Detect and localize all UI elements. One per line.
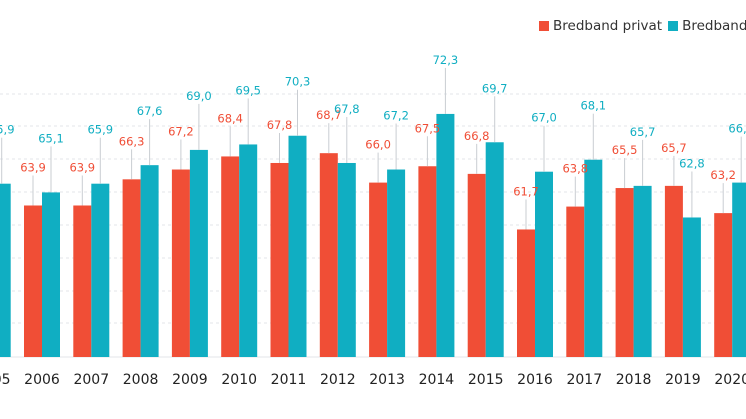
x-tick-2020: 2020 — [714, 372, 746, 388]
bar-broadband-2008 — [140, 165, 159, 357]
x-tick-2018: 2018 — [616, 372, 652, 388]
legend: Bredband privat Bredband — [539, 18, 746, 34]
value-label-broadband-2020: 66,0 — [728, 122, 746, 136]
value-label-broadband-2018: 65,7 — [630, 125, 656, 139]
value-label-broadband-2010: 69,5 — [235, 83, 261, 97]
bar-private-2009 — [171, 169, 190, 357]
bar-private-2010 — [221, 156, 240, 357]
value-label-private-2007: 63,9 — [69, 160, 95, 174]
bar-broadband-2012 — [337, 162, 356, 357]
bar-broadband-2017 — [584, 159, 603, 357]
legend-label-private: Bredband privat — [553, 18, 663, 34]
bars — [0, 113, 746, 358]
bar-broadband-2016 — [535, 171, 553, 357]
value-label-broadband-2006: 65,1 — [38, 131, 64, 145]
value-label-broadband-2009: 69,0 — [186, 89, 212, 103]
bar-broadband-2020 — [732, 182, 746, 357]
x-tick-2005: 2005 — [0, 372, 11, 388]
bar-broadband-2019 — [682, 217, 701, 357]
x-tick-2012: 2012 — [320, 372, 356, 388]
legend-swatch-private — [539, 21, 549, 31]
value-label-broadband-2015: 69,7 — [482, 81, 508, 95]
bar-private-2014 — [418, 166, 437, 357]
x-tick-2009: 2009 — [172, 372, 208, 388]
legend-item-broadband: Bredband — [668, 18, 746, 34]
value-label-private-2009: 67,2 — [168, 125, 194, 139]
x-tick-2007: 2007 — [73, 372, 109, 388]
value-label-private-2016: 61,7 — [513, 184, 539, 198]
value-labels: 65,9 63,9 65,1 63,9 65,9 66,3 67,6 67,2 69,0 68,4… — [0, 53, 746, 199]
bar-private-2007 — [73, 205, 92, 357]
legend-label-broadband: Bredband — [682, 18, 746, 34]
bar-broadband-2010 — [239, 144, 258, 357]
value-label-private-2019: 65,7 — [661, 141, 687, 155]
bar-private-2012 — [319, 153, 338, 357]
value-label-private-2013: 66,0 — [365, 138, 391, 152]
bar-private-2020 — [714, 213, 733, 357]
bar-broadband-2011 — [288, 135, 307, 357]
x-tick-labels: 2005 2006 2007 2008 2009 2010 2011 2012 2013 2014… — [0, 372, 746, 388]
bar-broadband-2007 — [91, 183, 110, 357]
legend-item-private: Bredband privat — [539, 18, 662, 34]
x-tick-2008: 2008 — [123, 372, 159, 388]
legend-swatch-broadband — [668, 21, 679, 31]
bar-broadband-2005 — [0, 183, 11, 357]
value-label-broadband-2005: 65,9 — [0, 123, 15, 137]
x-tick-2006: 2006 — [24, 372, 60, 388]
value-label-broadband-2013: 67,2 — [383, 109, 409, 123]
value-label-broadband-2011: 70,3 — [285, 75, 311, 89]
bar-private-2019 — [664, 185, 683, 357]
value-label-broadband-2019: 62,8 — [679, 156, 705, 170]
x-tick-2013: 2013 — [369, 372, 405, 388]
x-tick-2017: 2017 — [566, 372, 602, 388]
bar-private-2015 — [467, 173, 486, 357]
bar-broadband-2018 — [633, 185, 652, 357]
bar-private-2017 — [566, 206, 585, 357]
value-label-broadband-2008: 67,6 — [137, 104, 163, 118]
bar-private-2008 — [122, 179, 141, 357]
value-label-private-2010: 68,4 — [217, 111, 243, 125]
x-tick-2016: 2016 — [517, 372, 553, 388]
x-tick-2014: 2014 — [419, 372, 455, 388]
bar-broadband-2014 — [436, 113, 455, 358]
x-tick-2011: 2011 — [271, 372, 307, 388]
value-label-broadband-2016: 67,0 — [531, 111, 557, 125]
bar-private-2013 — [369, 182, 388, 357]
value-label-private-2018: 65,5 — [612, 143, 638, 157]
x-tick-2010: 2010 — [221, 372, 257, 388]
bar-private-2016 — [517, 229, 535, 357]
value-label-private-2014: 67,5 — [415, 121, 441, 135]
value-label-private-2011: 67,8 — [267, 118, 293, 132]
value-label-private-2012: 68,7 — [316, 108, 342, 122]
bar-private-2006 — [24, 205, 42, 357]
value-label-broadband-2014: 72,3 — [433, 53, 459, 67]
x-tick-2019: 2019 — [665, 372, 701, 388]
value-label-private-2017: 63,8 — [562, 162, 588, 176]
value-label-broadband-2017: 68,1 — [580, 99, 606, 113]
label-connectors — [1, 67, 742, 230]
bar-broadband-2015 — [485, 142, 504, 357]
bar-private-2018 — [615, 188, 634, 357]
value-label-broadband-2012: 67,8 — [334, 102, 360, 116]
bar-broadband-2013 — [387, 169, 406, 357]
value-label-private-2008: 66,3 — [119, 134, 145, 148]
value-label-private-2006: 63,9 — [20, 160, 46, 174]
bar-private-2011 — [270, 162, 289, 357]
value-label-broadband-2007: 65,9 — [87, 123, 113, 137]
bar-broadband-2009 — [189, 149, 208, 357]
bar-broadband-2006 — [42, 192, 60, 357]
value-label-private-2020: 63,2 — [710, 168, 736, 182]
x-tick-2015: 2015 — [468, 372, 504, 388]
value-label-private-2015: 66,8 — [464, 129, 490, 143]
